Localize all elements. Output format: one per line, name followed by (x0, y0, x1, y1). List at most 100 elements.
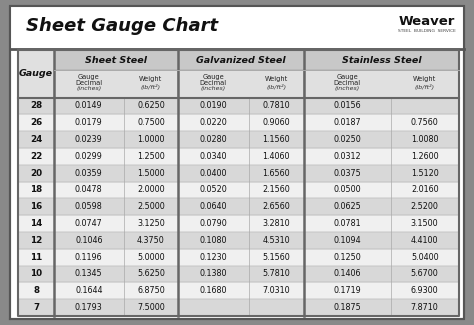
Text: 0.0280: 0.0280 (200, 135, 227, 144)
Text: Gauge: Gauge (78, 74, 100, 80)
Text: 0.0790: 0.0790 (200, 219, 227, 228)
Bar (10, 6, 464, 49)
Text: 3.1500: 3.1500 (411, 219, 438, 228)
Text: 0.0312: 0.0312 (333, 152, 361, 161)
Text: 22: 22 (30, 152, 42, 161)
Text: 0.0400: 0.0400 (200, 169, 227, 177)
Text: 0.0220: 0.0220 (200, 118, 227, 127)
Text: 8: 8 (33, 286, 39, 295)
Bar (18, 114, 459, 131)
Text: 1.6560: 1.6560 (263, 169, 290, 177)
Text: 1.0080: 1.0080 (411, 135, 438, 144)
Text: 28: 28 (30, 101, 42, 111)
Text: 16: 16 (30, 202, 42, 211)
Text: Gauge: Gauge (337, 74, 358, 80)
Text: 20: 20 (30, 169, 42, 177)
Text: (inches): (inches) (76, 86, 101, 91)
Text: 0.1345: 0.1345 (75, 269, 103, 279)
Text: 5.6250: 5.6250 (137, 269, 165, 279)
Text: 0.1875: 0.1875 (333, 303, 361, 312)
Text: 7: 7 (33, 303, 39, 312)
Text: STEEL  BUILDING  SERVICE: STEEL BUILDING SERVICE (398, 29, 456, 32)
Bar (18, 181, 459, 198)
Bar (18, 282, 459, 299)
Bar (178, 50, 304, 70)
Text: Stainless Steel: Stainless Steel (342, 56, 421, 65)
Text: 5.7810: 5.7810 (262, 269, 290, 279)
Bar (18, 148, 459, 165)
Text: 1.5000: 1.5000 (137, 169, 165, 177)
Bar (18, 232, 459, 249)
Text: 0.0239: 0.0239 (75, 135, 103, 144)
Text: 0.0598: 0.0598 (75, 202, 103, 211)
Text: Weaver: Weaver (398, 15, 455, 28)
Text: 1.1560: 1.1560 (263, 135, 290, 144)
Bar (178, 70, 304, 98)
Text: 14: 14 (30, 219, 42, 228)
Bar (18, 215, 459, 232)
Text: 0.0149: 0.0149 (75, 101, 103, 111)
Text: Decimal: Decimal (200, 80, 227, 86)
Bar (54, 50, 178, 70)
Text: 1.0000: 1.0000 (137, 135, 164, 144)
Bar (18, 98, 459, 114)
Text: 1.4060: 1.4060 (263, 152, 290, 161)
Text: 0.0359: 0.0359 (75, 169, 103, 177)
Text: 6.8750: 6.8750 (137, 286, 165, 295)
Text: (lb/ft²): (lb/ft²) (141, 84, 161, 90)
Text: 0.0500: 0.0500 (333, 185, 361, 194)
Text: 6.9300: 6.9300 (411, 286, 438, 295)
Text: 18: 18 (30, 185, 42, 194)
Text: Galvanized Steel: Galvanized Steel (196, 56, 286, 65)
Text: (inches): (inches) (335, 86, 360, 91)
Text: 2.5200: 2.5200 (411, 202, 438, 211)
Text: 12: 12 (30, 236, 42, 245)
Text: 0.0781: 0.0781 (333, 219, 361, 228)
Text: (lb/ft²): (lb/ft²) (266, 84, 286, 90)
Text: 4.4100: 4.4100 (411, 236, 438, 245)
Bar (304, 50, 459, 70)
Text: Sheet Steel: Sheet Steel (85, 56, 147, 65)
Bar (18, 131, 459, 148)
Text: 0.6250: 0.6250 (137, 101, 165, 111)
Text: 0.0156: 0.0156 (333, 101, 361, 111)
Text: 5.1560: 5.1560 (262, 253, 290, 262)
Text: 4.3750: 4.3750 (137, 236, 165, 245)
Text: 0.0640: 0.0640 (200, 202, 227, 211)
Text: 1.5120: 1.5120 (411, 169, 438, 177)
Bar (18, 50, 54, 98)
Text: 0.9060: 0.9060 (263, 118, 290, 127)
Text: 0.0375: 0.0375 (333, 169, 361, 177)
Text: 0.1793: 0.1793 (75, 303, 103, 312)
Text: 3.1250: 3.1250 (137, 219, 165, 228)
Text: Gauge: Gauge (202, 74, 224, 80)
Bar (18, 198, 459, 215)
Text: 0.0747: 0.0747 (75, 219, 103, 228)
Text: 0.0478: 0.0478 (75, 185, 103, 194)
Text: 26: 26 (30, 118, 42, 127)
Text: (inches): (inches) (201, 86, 226, 91)
Text: 0.1406: 0.1406 (334, 269, 361, 279)
Text: 0.1094: 0.1094 (333, 236, 361, 245)
Text: 0.1644: 0.1644 (75, 286, 102, 295)
Text: Weight: Weight (413, 76, 437, 83)
Text: 1.2500: 1.2500 (137, 152, 165, 161)
Text: 0.0625: 0.0625 (333, 202, 361, 211)
Bar (304, 70, 459, 98)
Text: Weight: Weight (139, 76, 163, 83)
Text: 0.1250: 0.1250 (333, 253, 361, 262)
Text: 0.1046: 0.1046 (75, 236, 102, 245)
Text: 7.8710: 7.8710 (411, 303, 438, 312)
Text: Decimal: Decimal (75, 80, 102, 86)
Text: Weight: Weight (264, 76, 288, 83)
Text: 3.2810: 3.2810 (263, 219, 290, 228)
Text: 0.1380: 0.1380 (200, 269, 227, 279)
Text: 5.0400: 5.0400 (411, 253, 438, 262)
Text: 5.6700: 5.6700 (411, 269, 438, 279)
Bar (18, 249, 459, 266)
Bar (18, 299, 459, 316)
Text: 0.1080: 0.1080 (200, 236, 227, 245)
Bar (18, 165, 459, 181)
Text: 0.7560: 0.7560 (411, 118, 438, 127)
Text: 0.0190: 0.0190 (200, 101, 227, 111)
